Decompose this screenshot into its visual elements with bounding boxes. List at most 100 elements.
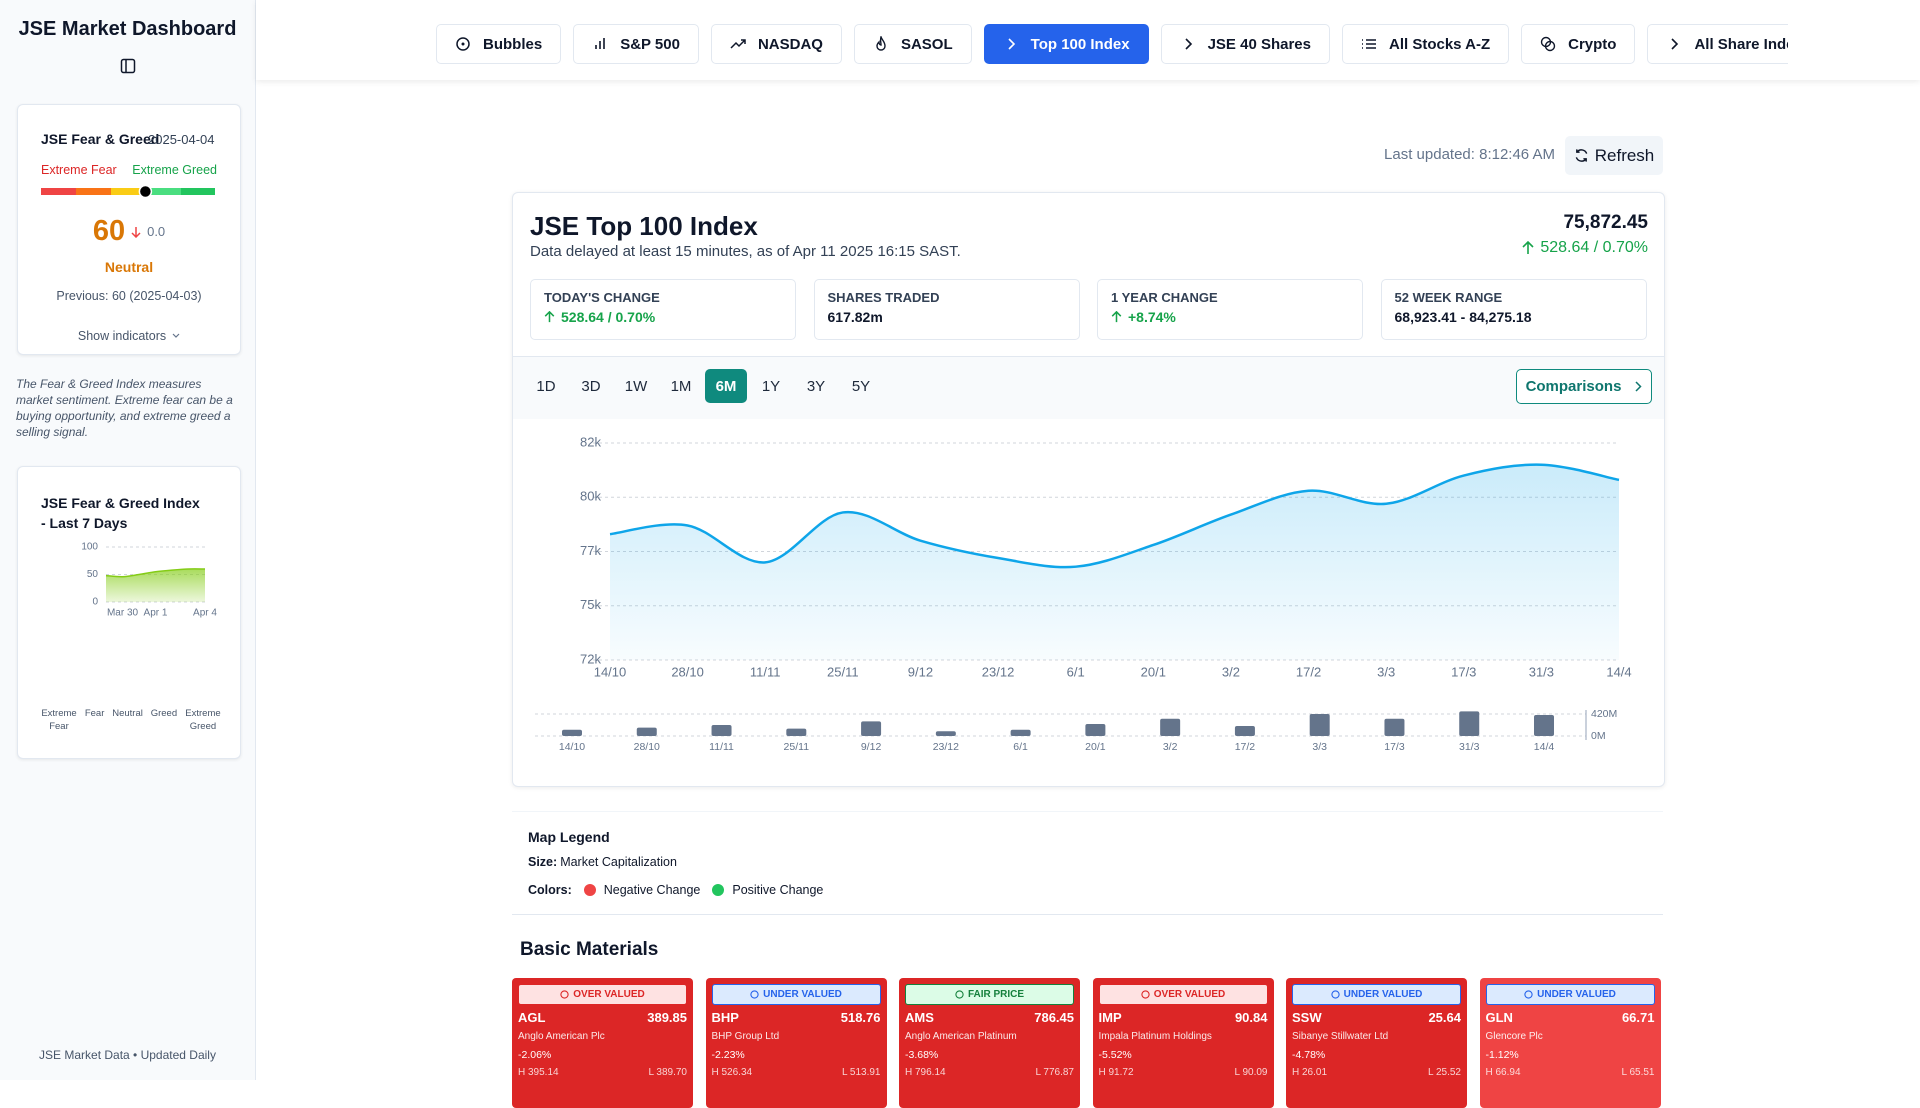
stat-value-row: 68,923.41 - 84,275.18 bbox=[1395, 309, 1633, 325]
period-button[interactable]: 3Y bbox=[806, 377, 826, 395]
stock-high: H 395.14 bbox=[518, 1067, 559, 1078]
stock-card[interactable]: OVER VALUED AGL 389.85 Anglo American Plc -2… bbox=[512, 978, 693, 1108]
bar bbox=[1309, 714, 1330, 736]
nav-button[interactable]: JSE 40 Shares bbox=[1160, 24, 1330, 64]
stock-card[interactable]: OVER VALUED IMP 90.84 Impala Platinum Holdi… bbox=[1092, 978, 1274, 1108]
refresh-icon bbox=[1575, 149, 1588, 162]
y-tick-label: 77k bbox=[580, 543, 601, 558]
legend-size: Size: Market Capitalization bbox=[528, 855, 677, 869]
sidebar-footer: JSE Market Data • Updated Daily bbox=[39, 1048, 216, 1062]
bar bbox=[711, 725, 732, 736]
legend-size-label: Size: bbox=[528, 855, 558, 869]
gauge bbox=[41, 184, 215, 199]
area bbox=[610, 464, 1619, 660]
nav-icon bbox=[730, 39, 746, 49]
sidebar-toggle[interactable] bbox=[120, 58, 136, 74]
stock-change: -5.52% bbox=[1098, 1049, 1132, 1061]
x-tick-label: 17/3 bbox=[1451, 664, 1476, 679]
bar bbox=[786, 728, 807, 736]
show-indicators[interactable]: Show indicators bbox=[18, 329, 240, 343]
index-charts: 72k 75k 77k 80k 82k 14/10 28/10 11/11 25/11 9/12 2… bbox=[535, 434, 1632, 753]
stock-card[interactable]: UNDER VALUED BHP 518.76 BHP Group Ltd -2.23%… bbox=[705, 978, 887, 1108]
last-updated: Last updated: 8:12:46 AM bbox=[1384, 146, 1555, 163]
x-tick-label: 20/1 bbox=[1085, 741, 1106, 753]
stock-card[interactable]: UNDER VALUED GLN 66.71 Glencore Plc -1.12% H … bbox=[1479, 978, 1661, 1108]
stock-high: H 526.34 bbox=[711, 1067, 753, 1078]
nav-button[interactable]: SASOL bbox=[853, 24, 972, 64]
nav-button[interactable]: S&P 500 bbox=[573, 24, 699, 64]
legend-label: Positive Change bbox=[732, 883, 824, 897]
stat-box: 52 WEEK RANGE 68,923.41 - 84,275.18 bbox=[1380, 279, 1647, 340]
page: JSE Market Dashboard {"sidebar": {"title… bbox=[16, 0, 1788, 1108]
period-button[interactable]: 6M bbox=[705, 369, 747, 403]
nav-label: S&P 500 bbox=[620, 35, 680, 53]
period-button[interactable]: 5Y bbox=[851, 377, 871, 395]
stock-change: -4.78% bbox=[1292, 1049, 1326, 1061]
bar bbox=[1534, 715, 1554, 736]
x-tick-label: 28/10 bbox=[671, 664, 704, 679]
refresh-label: Refresh bbox=[1594, 145, 1655, 165]
up-arrow-icon bbox=[1522, 241, 1534, 254]
nav-button[interactable]: All Share Index bbox=[1647, 24, 1788, 64]
nav-label: Top 100 Index bbox=[1030, 35, 1130, 53]
chevron-icon bbox=[172, 333, 180, 338]
stock-ticker: SSW bbox=[1292, 1010, 1322, 1025]
bar bbox=[1010, 729, 1031, 736]
stat-box: TODAY'S CHANGE 528.64 / 0.70% bbox=[530, 279, 796, 340]
gauge-low-label: Extreme Fear bbox=[41, 163, 117, 177]
nav-button[interactable]: NASDAQ bbox=[710, 24, 842, 64]
y-tick-label: 0 bbox=[92, 597, 98, 608]
period-button[interactable]: 1M bbox=[670, 377, 692, 395]
period-button[interactable]: 3D bbox=[581, 377, 601, 395]
index-change-row: 528.64 / 0.70% bbox=[1522, 239, 1648, 257]
gauge-high-label: Extreme Greed bbox=[132, 163, 217, 177]
x-tick-label: 20/1 bbox=[1141, 664, 1166, 679]
nav-label: NASDAQ bbox=[757, 35, 823, 53]
comparisons-label: Comparisons bbox=[1525, 378, 1622, 395]
legend-swatch bbox=[583, 884, 596, 896]
nav-icon bbox=[876, 36, 886, 51]
period-selector: 1D 3D 1W 1M 6M 1Y 3Y 5Y bbox=[525, 369, 882, 403]
stock-price: 90.84 bbox=[1234, 1010, 1268, 1025]
stock-name: Impala Platinum Holdings bbox=[1098, 1031, 1212, 1042]
nav-button[interactable]: Top 100 Index bbox=[983, 24, 1149, 64]
x-tick-label: 3/2 bbox=[1222, 664, 1240, 679]
nav-button[interactable]: Crypto bbox=[1521, 24, 1636, 64]
nav-button[interactable]: Bubbles bbox=[436, 24, 562, 64]
stock-change: -1.12% bbox=[1485, 1049, 1519, 1061]
stock-high: H 66.94 bbox=[1485, 1067, 1521, 1078]
legend-label: Negative Change bbox=[603, 883, 701, 897]
stock-high: H 26.01 bbox=[1292, 1067, 1328, 1078]
refresh-button[interactable]: Refresh bbox=[1565, 136, 1663, 175]
x-tick-label: 14/10 bbox=[559, 741, 585, 753]
stat-value-row: 528.64 / 0.70% bbox=[544, 309, 782, 325]
x-tick-label: Apr 4 bbox=[193, 608, 217, 619]
stock-low: L 389.70 bbox=[648, 1067, 687, 1078]
y-tick-label: 82k bbox=[580, 434, 601, 449]
stat-label: TODAY'S CHANGE bbox=[544, 290, 660, 305]
stock-card[interactable]: FAIR PRICE AMS 786.45 Anglo American Platin… bbox=[899, 978, 1080, 1108]
stock-change: -3.68% bbox=[905, 1049, 939, 1061]
comparisons-button[interactable]: Comparisons bbox=[1516, 369, 1652, 404]
gauge-segment bbox=[76, 188, 111, 195]
x-tick-label: 6/1 bbox=[1067, 664, 1085, 679]
badge-icon bbox=[1524, 990, 1533, 999]
nav-button[interactable]: All Stocks A-Z bbox=[1341, 24, 1510, 64]
nav-label: All Stocks A-Z bbox=[1388, 35, 1491, 53]
stock-change: -2.23% bbox=[711, 1049, 745, 1061]
fear-greed-rating: Neutral bbox=[104, 259, 154, 275]
badge-icon bbox=[1141, 990, 1150, 999]
nav-icon bbox=[1671, 38, 1679, 50]
period-button[interactable]: 1W bbox=[624, 377, 648, 395]
bar bbox=[1085, 723, 1106, 736]
period-button[interactable]: 1Y bbox=[761, 377, 781, 395]
x-tick-label: 11/11 bbox=[750, 664, 781, 679]
gauge-marker bbox=[138, 184, 153, 199]
fear-greed-value-row: 60 0.0 bbox=[18, 215, 240, 248]
stock-card[interactable]: UNDER VALUED SSW 25.64 Sibanye Stillwater L… bbox=[1286, 978, 1467, 1108]
nav-label: Bubbles bbox=[483, 35, 543, 53]
x-tick-label: Apr 1 bbox=[144, 608, 168, 619]
gauge-segment bbox=[41, 188, 76, 195]
period-button[interactable]: 1D bbox=[536, 377, 556, 395]
line bbox=[609, 463, 1620, 569]
